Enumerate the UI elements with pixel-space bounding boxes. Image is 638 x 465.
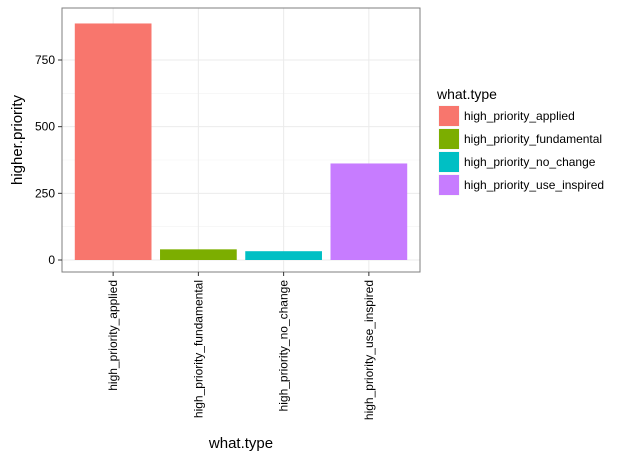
legend-swatch xyxy=(439,106,459,126)
y-tick-label: 250 xyxy=(35,186,55,200)
y-axis: 0 250 500 750 xyxy=(35,53,62,267)
legend-label: high_priority_use_inspired xyxy=(464,178,604,192)
legend-entries: high_priority_applied high_priority_funda… xyxy=(437,104,604,197)
legend-label: high_priority_fundamental xyxy=(464,132,602,146)
legend: what.type high_priority_appliedhigh_prio… xyxy=(436,86,604,197)
legend-swatch xyxy=(439,129,459,149)
legend-label: high_priority_no_change xyxy=(464,155,596,169)
y-tick-label: 0 xyxy=(48,253,55,267)
panel-border xyxy=(61,7,421,273)
legend-swatch xyxy=(439,152,459,172)
legend-swatch xyxy=(439,175,459,195)
bar-high-priority-no-change xyxy=(245,251,322,260)
x-tick-label: high_priority_fundamental xyxy=(191,280,205,418)
y-axis-title: higher.priority xyxy=(9,94,26,185)
x-tick-label: high_priority_no_change xyxy=(277,280,291,412)
bar-high-priority-use-inspired xyxy=(330,163,408,260)
legend-title: what.type xyxy=(436,86,497,102)
x-tick-label: high_priority_use_inspired xyxy=(362,280,376,420)
y-tick-label: 750 xyxy=(35,53,55,67)
bars xyxy=(74,23,408,260)
x-axis-title: what.type xyxy=(208,435,273,452)
bar-high-priority-applied xyxy=(74,23,152,260)
x-tick-label: high_priority_applied xyxy=(106,280,120,391)
legend-label: high_priority_applied xyxy=(464,109,575,123)
bar-high-priority-fundamental xyxy=(160,249,237,260)
x-axis: high_priority_applied high_priority_funda… xyxy=(106,272,376,420)
y-tick-label: 500 xyxy=(35,120,55,134)
